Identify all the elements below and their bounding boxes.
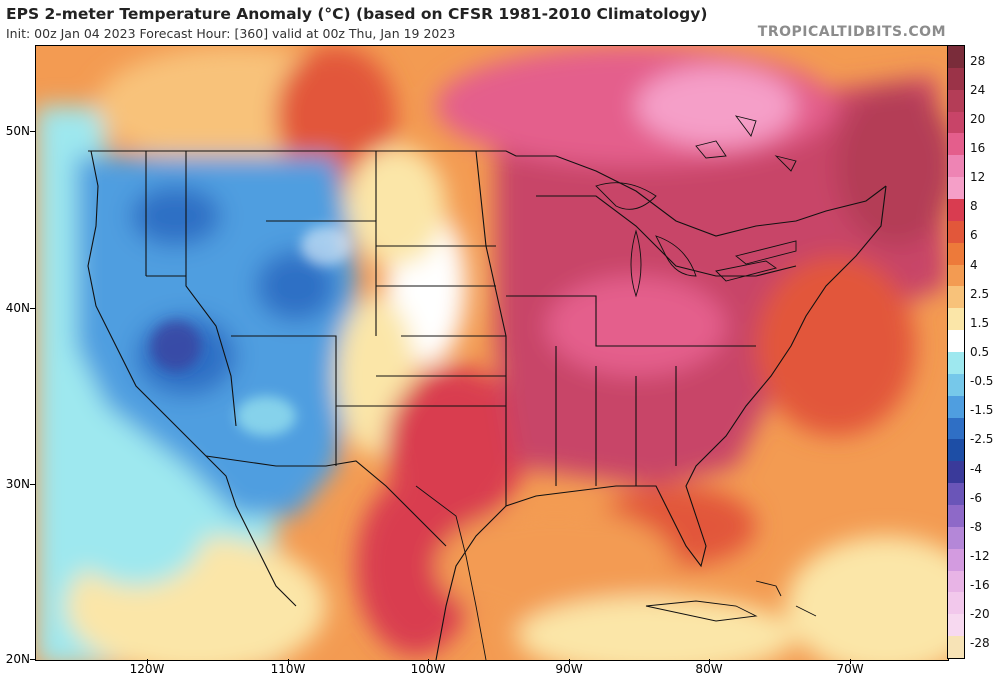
colorbar-cell: [948, 155, 964, 178]
colorbar-cell: [948, 89, 964, 113]
colorbar-cell: [948, 592, 964, 615]
xtick-120w: [147, 659, 148, 664]
colorbar-cell: [948, 417, 964, 440]
xtick-90w: [569, 659, 570, 664]
xtick-80w: [709, 659, 710, 664]
lat-label-30n: 30N: [5, 477, 30, 491]
colorbar-label: 12: [970, 170, 986, 185]
colorbar-cell: [948, 264, 964, 287]
colorbar-label: 6: [970, 228, 978, 243]
colorbar-cell: [948, 308, 964, 331]
colorbar-label: -8: [970, 519, 982, 534]
colorbar-cell: [948, 286, 964, 309]
colorbar-cell: [948, 330, 964, 353]
colorbar-label: 24: [970, 82, 986, 97]
lon-label-70w: 70W: [836, 662, 864, 676]
colorbar-cell: [948, 352, 964, 375]
colorbar-cell: [948, 461, 964, 484]
colorbar-label: -1.5: [970, 403, 994, 418]
colorbar-label: -4: [970, 461, 982, 476]
ytick-50n: [30, 131, 35, 132]
lon-label-100w: 100W: [410, 662, 446, 676]
colorbar-label: 20: [970, 111, 986, 126]
colorbar-cell: [948, 526, 964, 550]
colorbar-label: 28: [970, 53, 986, 68]
lon-label-110w: 110W: [270, 662, 306, 676]
colorbar-label: 1.5: [970, 315, 990, 330]
colorbar-cell: [948, 46, 964, 69]
ytick-30n: [30, 484, 35, 485]
anomaly-map: [35, 45, 949, 661]
colorbar-cell: [948, 242, 964, 266]
xtick-70w: [850, 659, 851, 664]
colorbar-cell: [948, 614, 964, 637]
colorbar-label: -20: [970, 607, 990, 622]
lon-label-80w: 80W: [695, 662, 723, 676]
lon-label-120w: 120W: [129, 662, 165, 676]
ytick-20n: [30, 659, 35, 660]
colorbar-cell: [948, 505, 964, 528]
colorbar-label: 0.5: [970, 345, 990, 359]
lat-label-20n: 20N: [5, 652, 30, 666]
lat-label-40n: 40N: [5, 301, 30, 315]
colorbar-label: 16: [970, 141, 986, 155]
colorbar-cell: [948, 133, 964, 156]
colorbar-cell: [948, 636, 964, 659]
ytick-40n: [30, 308, 35, 309]
forecast-info: Init: 00z Jan 04 2023 Forecast Hour: [36…: [6, 26, 456, 41]
colorbar-cell: [948, 570, 964, 593]
colorbar-label: -2.5: [970, 432, 994, 447]
colorbar-cell: [948, 395, 964, 419]
colorbar-label: -12: [970, 549, 990, 563]
colorbar-cell: [948, 483, 964, 506]
colorbar: [947, 45, 965, 659]
colorbar-label: 2.5: [970, 286, 990, 301]
xtick-100w: [428, 659, 429, 664]
colorbar-cell: [948, 439, 964, 462]
colorbar-label: -6: [970, 490, 982, 505]
colorbar-cell: [948, 67, 964, 91]
colorbar-cell: [948, 220, 964, 244]
colorbar-cell: [948, 373, 964, 397]
colorbar-label: 4: [970, 257, 978, 272]
colorbar-label: -28: [970, 636, 990, 651]
lon-label-90w: 90W: [555, 662, 583, 676]
lat-label-50n: 50N: [5, 124, 30, 138]
colorbar-label: -16: [970, 578, 990, 593]
colorbar-cell: [948, 199, 964, 222]
colorbar-label: 8: [970, 199, 978, 214]
colorbar-cell: [948, 548, 964, 572]
colorbar-label: -0.5: [970, 374, 994, 389]
colorbar-cell: [948, 177, 964, 200]
chart-title: EPS 2-meter Temperature Anomaly (°C) (ba…: [6, 5, 708, 23]
colorbar-cell: [948, 111, 964, 134]
brand-watermark[interactable]: TROPICALTIDBITS.COM: [757, 24, 946, 40]
xtick-110w: [288, 659, 289, 664]
